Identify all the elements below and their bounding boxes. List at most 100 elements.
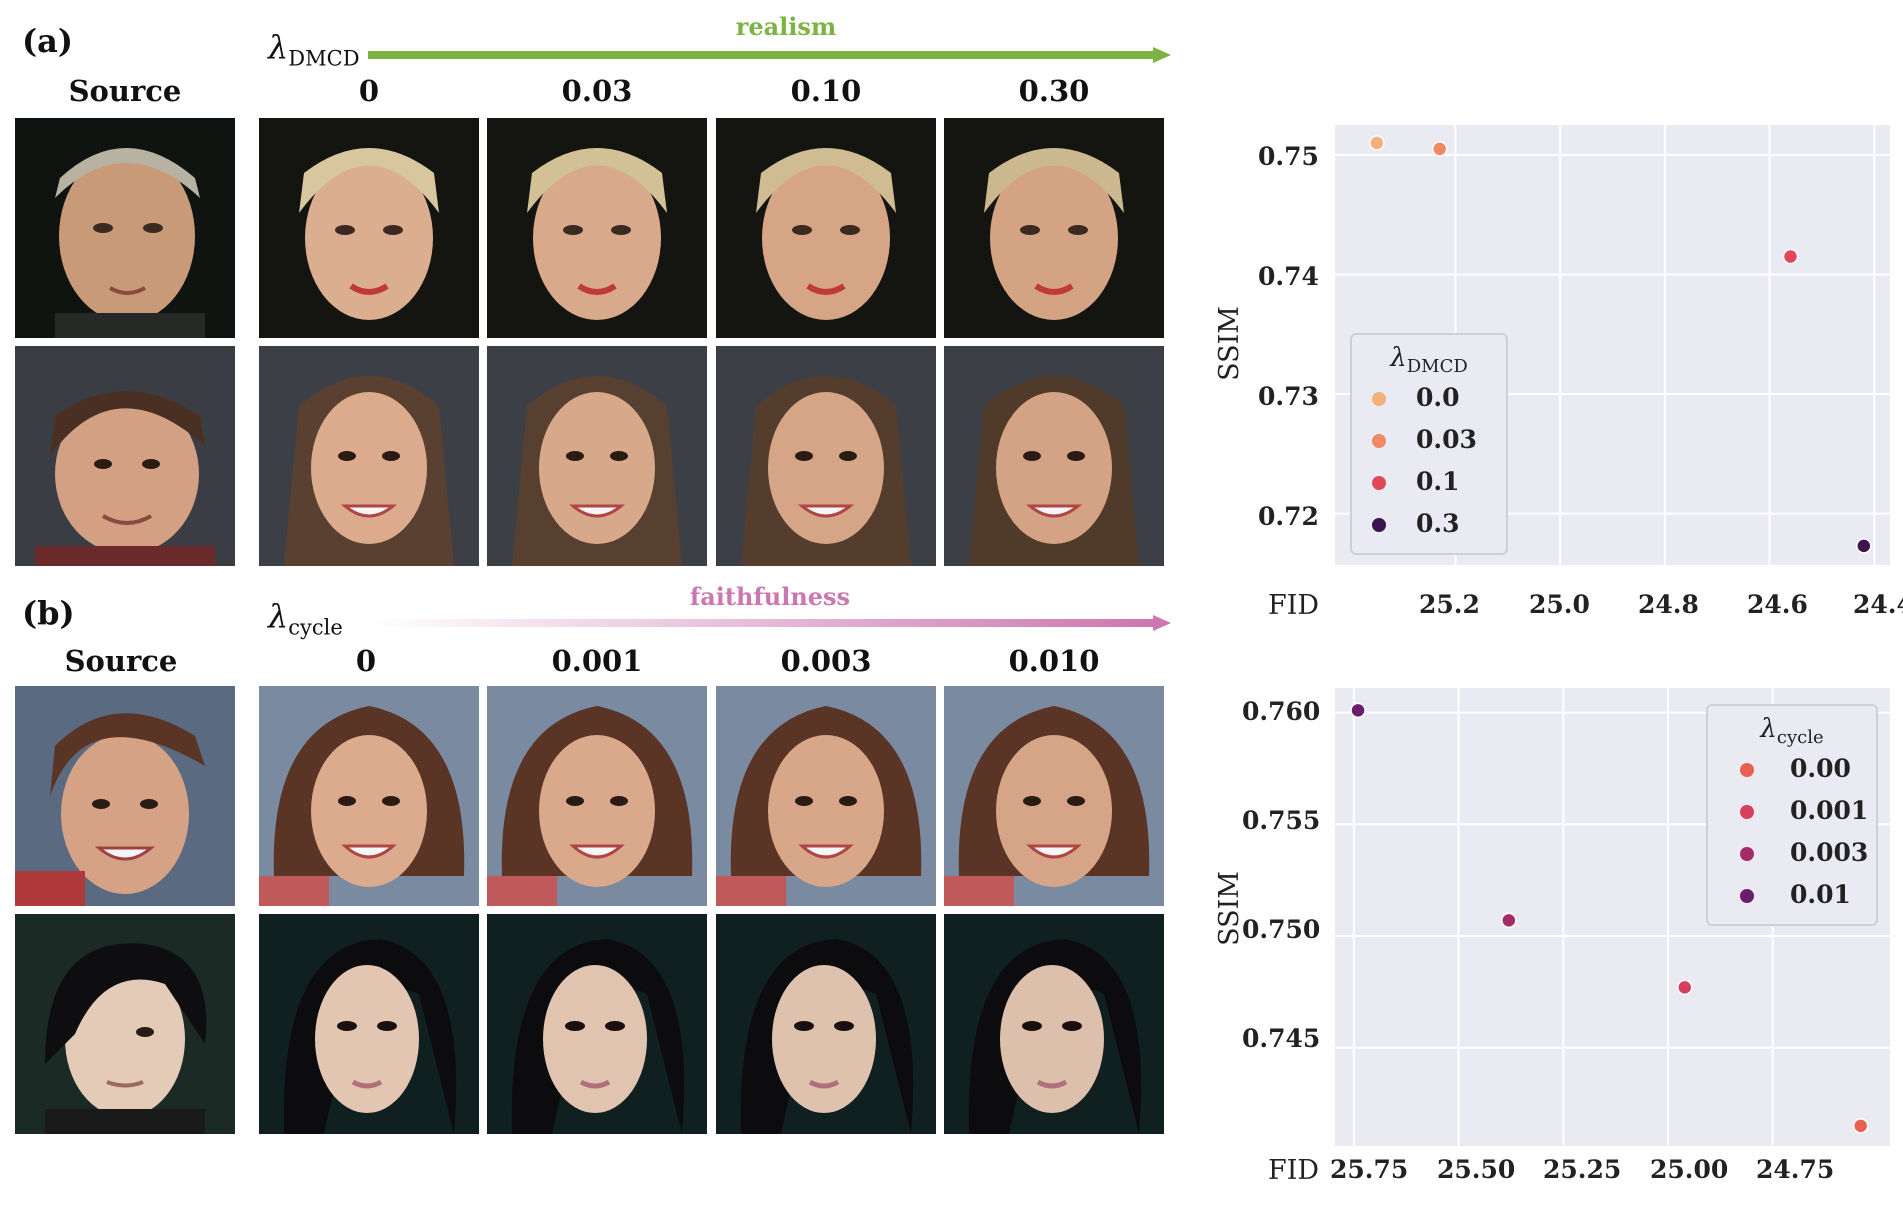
plot-b-point-1	[1677, 979, 1693, 996]
plot-a-legend-title-sub: DMCD	[1406, 356, 1468, 378]
panel-a-col-3: 0.10	[790, 74, 862, 108]
plot-a-legend-label-3: 0.3	[1416, 509, 1460, 538]
plot-a-ytick-2: 0.73	[1258, 382, 1319, 411]
plot-b-ytick-0: 0.760	[1242, 697, 1321, 726]
panel-b-lambda: λcycle	[268, 597, 343, 639]
plot-b-legend-item-0: 0.00	[1740, 754, 1851, 783]
plot-a-legend-item-0: 0.0	[1372, 383, 1460, 412]
plot-b-ylabel: SSIM	[1213, 871, 1245, 946]
panel-b-col-2: 0.001	[551, 644, 643, 678]
plot-a-point-2	[1782, 248, 1799, 265]
panel-b-faithfulness-arrow	[368, 615, 1171, 631]
plot-b-xlabel: FID	[1268, 1155, 1320, 1186]
panel-a-result-2-0	[259, 346, 479, 566]
panel-a-lambda-symbol: λ	[268, 28, 289, 66]
plot-a-xtick-3: 24.6	[1747, 590, 1808, 619]
plot-b-legend-dot-0	[1740, 763, 1754, 777]
plot-a-xtick-4: 24.4	[1853, 590, 1903, 619]
panel-b-result-1-1	[487, 686, 707, 906]
plot-a-legend-label-0: 0.0	[1416, 383, 1460, 412]
plot-b-ytick-2: 0.750	[1242, 915, 1321, 944]
panel-b-result-2-1	[487, 914, 707, 1134]
panel-a-result-2-3	[944, 346, 1164, 566]
plot-a-ytick-3: 0.72	[1258, 502, 1319, 531]
plot-a-legend-item-2: 0.1	[1372, 467, 1460, 496]
plot-b-legend-item-2: 0.003	[1740, 838, 1868, 867]
panel-a-result-2-2	[716, 346, 936, 566]
plot-a-legend-item-1: 0.03	[1372, 425, 1477, 454]
plot-a-legend-label-1: 0.03	[1416, 425, 1477, 454]
plot-b-legend-dot-2	[1740, 847, 1754, 861]
panel-b-col-4: 0.010	[1008, 644, 1100, 678]
panel-a-arrow-label: realism	[735, 12, 837, 41]
plot-a-ylabel: SSIM	[1213, 306, 1245, 381]
panel-a-result-1-2	[716, 118, 936, 338]
panel-a-result-2-1	[487, 346, 707, 566]
plot-a-legend-dot-3	[1372, 518, 1386, 532]
plot-b-legend-label-2: 0.003	[1790, 838, 1869, 867]
plot-a-legend: λDMCD 0.0 0.03 0.1 0.3	[1350, 333, 1508, 555]
plot-a-legend-label-2: 0.1	[1416, 467, 1460, 496]
plot-b-legend: λcycle 0.00 0.001 0.003 0.01	[1706, 704, 1878, 926]
plot-b-point-3	[1350, 702, 1366, 719]
plot-a-xtick-1: 25.0	[1529, 590, 1590, 619]
plot-b-legend-title-sub: cycle	[1776, 727, 1824, 749]
plot-b-xtick-1: 25.50	[1437, 1155, 1516, 1184]
plot-a-legend-item-3: 0.3	[1372, 509, 1460, 538]
panel-a-col-2: 0.03	[561, 74, 633, 108]
panel-b-source-photo-1	[15, 686, 235, 906]
panel-a-source-photo-1	[15, 118, 235, 338]
panel-a-label: (a)	[22, 22, 74, 60]
panel-a-lambda: λDMCD	[268, 28, 360, 70]
panel-b-result-1-3	[944, 686, 1164, 906]
panel-a-source-photo-2	[15, 346, 235, 566]
plot-a-legend-dot-1	[1372, 434, 1386, 448]
plot-b-legend-label-1: 0.001	[1790, 796, 1869, 825]
plot-b-xtick-3: 25.00	[1650, 1155, 1729, 1184]
plot-a-point-0	[1369, 135, 1385, 151]
panel-b-col-3: 0.003	[780, 644, 872, 678]
panel-b-label: (b)	[22, 594, 75, 632]
plot-b-xtick-2: 25.25	[1543, 1155, 1622, 1184]
plot-a-xtick-0: 25.2	[1419, 590, 1480, 619]
plot-b-legend-dot-3	[1740, 889, 1754, 903]
panel-b-result-2-3	[944, 914, 1164, 1134]
plot-a-legend-dot-0	[1372, 392, 1386, 406]
plot-b-xtick-0: 25.75	[1330, 1155, 1409, 1184]
panel-a-col-1: 0	[358, 74, 380, 108]
panel-b-lambda-symbol: λ	[268, 597, 289, 635]
panel-b-result-2-2	[716, 914, 936, 1134]
panel-b-arrow-label: faithfulness	[689, 582, 851, 611]
plot-b-legend-label-3: 0.01	[1790, 880, 1851, 909]
plot-b-ytick-3: 0.745	[1242, 1024, 1321, 1053]
plot-a-ytick-1: 0.74	[1258, 262, 1319, 291]
plot-b-legend-dot-1	[1740, 805, 1754, 819]
panel-b-result-2-0	[259, 914, 479, 1134]
panel-a-result-1-1	[487, 118, 707, 338]
panel-b-result-1-0	[259, 686, 479, 906]
plot-b-ytick-1: 0.755	[1242, 806, 1321, 835]
panel-b-source-photo-2	[15, 914, 235, 1134]
plot-a-point-1	[1431, 141, 1448, 157]
panel-b-result-1-2	[716, 686, 936, 906]
plot-b-legend-item-3: 0.01	[1740, 880, 1851, 909]
panel-a-result-1-3	[944, 118, 1164, 338]
plot-b-point-2	[1501, 912, 1517, 929]
plot-b-point-0	[1852, 1118, 1869, 1134]
plot-a-xtick-2: 24.8	[1638, 590, 1699, 619]
plot-a-ytick-0: 0.75	[1258, 142, 1319, 171]
panel-b-col-1: 0	[355, 644, 377, 678]
plot-a-xlabel: FID	[1268, 590, 1320, 621]
plot-b-legend-label-0: 0.00	[1790, 754, 1851, 783]
panel-a-source-heading: Source	[68, 74, 182, 108]
panel-a-result-1-0	[259, 118, 479, 338]
panel-b-lambda-sub: cycle	[288, 615, 343, 640]
plot-a-legend-title-symbol: λ	[1390, 343, 1407, 373]
plot-a-legend-title: λDMCD	[1352, 343, 1506, 377]
panel-a-realism-arrow	[368, 47, 1171, 63]
plot-b-legend-item-1: 0.001	[1740, 796, 1868, 825]
panel-b-source-heading: Source	[64, 644, 178, 678]
panel-a-col-4: 0.30	[1018, 74, 1090, 108]
plot-b-legend-title-symbol: λ	[1760, 714, 1777, 744]
plot-a-legend-dot-2	[1372, 476, 1386, 490]
